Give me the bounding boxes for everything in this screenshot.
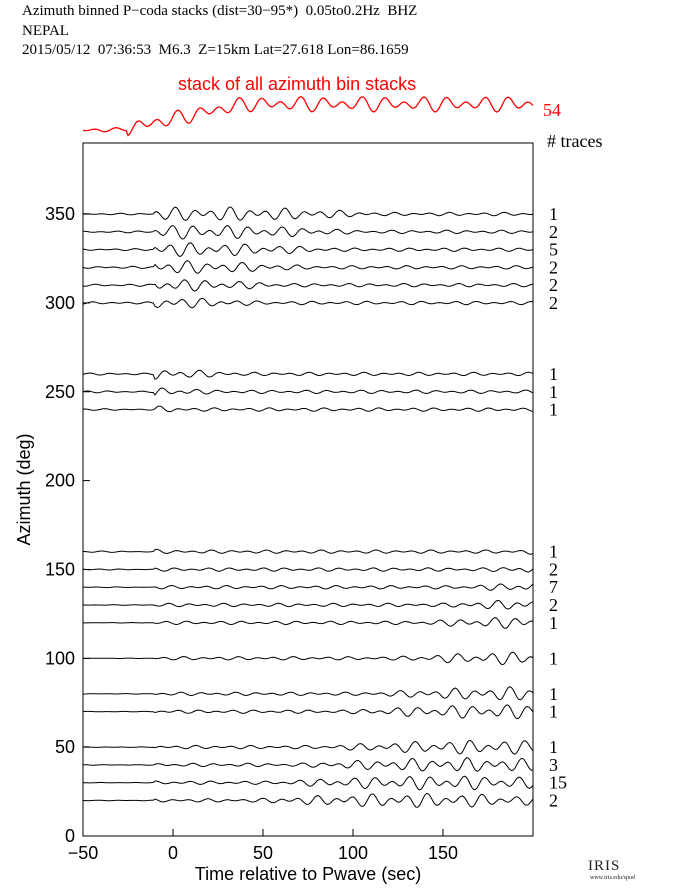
plot-frame [82,142,534,837]
header-line-3: 2015/05/12 07:36:53 M6.3 Z=15km Lat=27.6… [22,42,409,58]
trace-line [82,242,534,258]
trace-count-label: 2 [549,257,558,277]
stack-label: stack of all azimuth bin stacks [178,74,416,94]
trace-line [82,775,534,791]
trace-count-label: 2 [549,595,558,615]
trace-count-label: 1 [549,364,558,384]
header-line-2: NEPAL [22,23,69,39]
trace-count-label: 5 [549,240,558,260]
trace-line [82,405,534,413]
trace-line [82,369,534,380]
trace-count-label: 1 [549,400,558,420]
trace-line [82,599,534,610]
y-tick-label: 50 [55,737,75,757]
trace-line [82,583,534,591]
stack-line [82,95,534,137]
trace-count-label: 2 [549,293,558,313]
trace-count-label: 2 [549,790,558,810]
trace-line [82,279,534,292]
x-tick-label: 0 [168,843,178,863]
trace-line [82,686,534,701]
y-tick-label: 100 [45,648,75,668]
trace-count-label: 1 [549,382,558,402]
trace-count-label: 2 [549,559,558,579]
trace-count-label: 3 [549,755,558,775]
trace-line [82,297,534,309]
trace-count-label: 1 [549,648,558,668]
iris-logo-text: IRIS [588,858,621,874]
x-tick-label: 50 [253,843,273,863]
iris-logo: IRIS www.iris.edu/spud [588,858,635,881]
trace-line [82,617,534,629]
trace-count-label: 1 [549,684,558,704]
trace-line [82,567,534,573]
trace-count-label: 1 [549,702,558,722]
trace-line [82,739,534,755]
trace-line [83,757,533,772]
x-tick-label: −50 [68,843,99,863]
y-tick-label: 250 [45,382,75,402]
trace-line [82,387,534,396]
trace-count-label: 1 [549,613,558,633]
x-tick-label: 100 [338,843,368,863]
header-line-1: Azimuth binned P−coda stacks (dist=30−95… [22,3,418,19]
traces-count-header: # traces [547,131,602,151]
trace-count-label: 7 [549,577,558,597]
x-axis-label: Time relative to Pwave (sec) [195,864,421,884]
y-tick-label: 150 [45,559,75,579]
trace-count-label: 2 [549,222,558,242]
trace-line [83,651,534,666]
y-tick-label: 200 [45,471,75,491]
trace-line [82,224,534,240]
trace-line [82,206,534,221]
trace-count-label: 1 [549,542,558,562]
y-tick-label: 0 [65,826,75,846]
trace-line [82,704,534,720]
x-tick-label: 150 [428,843,458,863]
y-tick-label: 300 [45,293,75,313]
trace-count-label: 1 [549,204,558,224]
trace-line [82,792,534,808]
y-tick-label: 350 [45,204,75,224]
trace-count-label: 1 [549,737,558,757]
trace-count-label: 2 [549,275,558,295]
trace-line [83,548,534,555]
stack-count-label: 54 [543,100,561,120]
iris-logo-url: www.iris.edu/spud [590,875,635,881]
y-axis-label: Azimuth (deg) [14,433,34,545]
trace-count-label: 15 [549,773,567,793]
trace-line [82,260,534,274]
